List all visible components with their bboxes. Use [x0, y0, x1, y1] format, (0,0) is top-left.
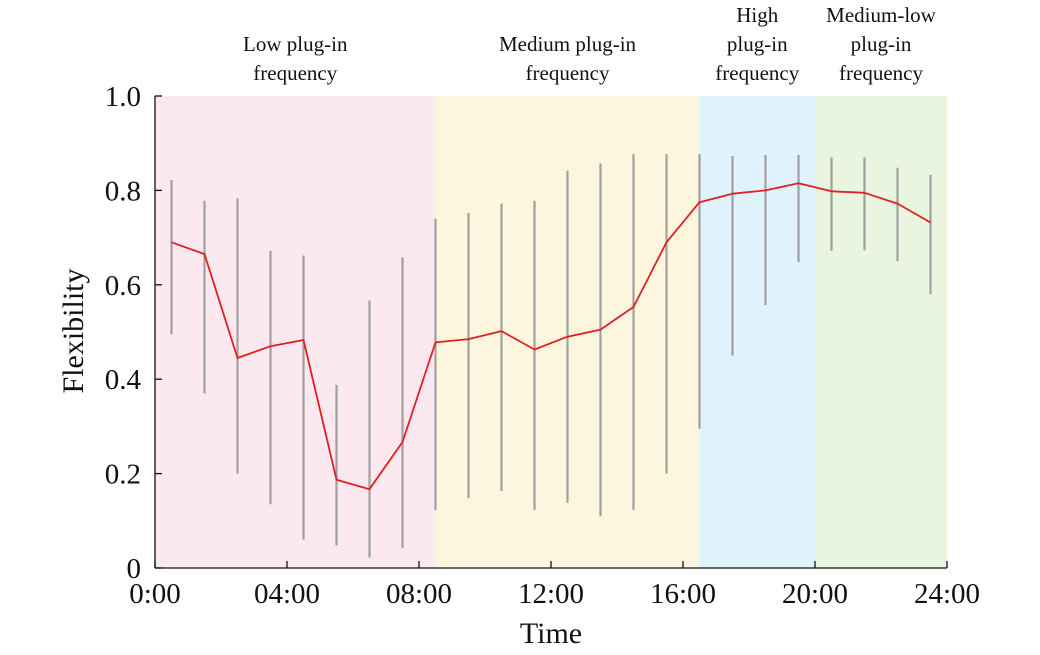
x-axis-title: Time [520, 617, 582, 650]
region-band-3 [815, 96, 947, 568]
region-label-3-line-0: Medium-low [826, 3, 936, 27]
x-tick-label: 16:00 [650, 578, 716, 610]
y-tick-label: 0 [127, 553, 142, 585]
error-bars [170, 154, 932, 558]
y-axis-title: Flexibility [57, 268, 90, 393]
y-tick-label: 1.0 [105, 81, 141, 113]
x-tick-label: 08:00 [386, 578, 452, 610]
x-tick-label: 12:00 [518, 578, 584, 610]
region-label-3-line-1: plug-in [851, 32, 912, 56]
series-line-group [171, 182, 931, 491]
region-label-3-line-2: frequency [839, 61, 923, 85]
y-tick-label: 0.4 [105, 364, 142, 396]
region-label-2-line-1: plug-in [727, 32, 788, 56]
region-band-0 [155, 96, 436, 568]
region-label-2-line-0: High [736, 3, 779, 27]
region-labels: Low plug-in frequency Medium plug-in freque… [243, 3, 937, 85]
region-label-1-line-1: frequency [526, 61, 610, 85]
x-tick-label: 20:00 [782, 578, 848, 610]
region-label-1-line-0: Medium plug-in [499, 32, 637, 56]
y-tick-label: 0.2 [105, 459, 141, 491]
y-tick-label: 0.8 [105, 175, 141, 207]
x-tick-label: 04:00 [254, 578, 320, 610]
y-axis-ticks: 0 0.2 0.4 0.6 0.8 1.0 [105, 81, 162, 585]
y-tick-label: 0.6 [105, 270, 141, 302]
x-axis-ticks: 0:00 04:00 08:00 12:00 16:00 20:00 24:00 [129, 561, 980, 610]
x-tick-label: 0:00 [129, 578, 181, 610]
region-label-0-line-0: Low plug-in [243, 32, 348, 56]
plug-in-frequency-regions [155, 96, 947, 568]
region-label-2-line-2: frequency [715, 61, 799, 85]
x-tick-label: 24:00 [914, 578, 980, 610]
region-band-2 [699, 96, 815, 568]
region-label-0-line-1: frequency [253, 61, 337, 85]
flexibility-series-line [171, 182, 931, 491]
